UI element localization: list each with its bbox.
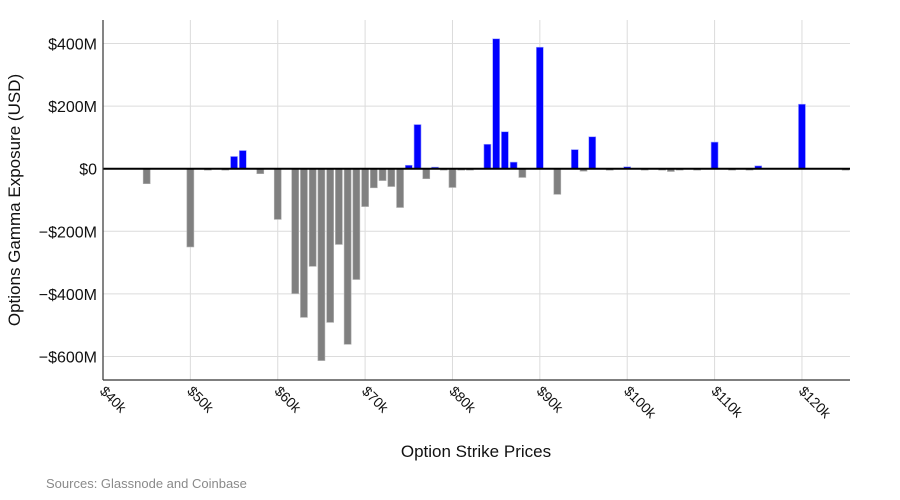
y-axis-title: Options Gamma Exposure (USD)	[5, 74, 24, 326]
positive-bar	[798, 103, 806, 169]
y-tick-label: $200M	[48, 99, 97, 116]
y-tick-label: −$200M	[39, 224, 97, 241]
positive-bar	[413, 124, 422, 169]
positive-bar	[483, 143, 492, 169]
x-tick-label: $50k	[184, 383, 217, 416]
positive-bar	[570, 149, 579, 169]
tick-labels: $40k $50k $60k $70k $80k $90k $100k $110k $120k $…	[39, 36, 835, 421]
x-tick-label: $110k	[708, 383, 746, 421]
x-tick-label: $40k	[97, 383, 130, 416]
y-tick-label: $400M	[48, 36, 97, 53]
bars	[142, 38, 850, 361]
positive-bar	[710, 141, 719, 169]
sources-note: Sources: Glassnode and Coinbase	[46, 476, 247, 491]
positive-bar	[230, 156, 238, 169]
negative-bar	[335, 168, 343, 245]
negative-bar	[352, 168, 361, 280]
positive-bar	[501, 131, 509, 169]
y-tick-label: −$600M	[39, 350, 97, 367]
negative-bar	[186, 168, 195, 248]
negative-bar	[378, 168, 387, 181]
x-tick-label: $60k	[272, 383, 305, 416]
negative-bar	[291, 168, 300, 294]
positive-bar	[492, 38, 500, 169]
y-tick-label: −$400M	[39, 287, 97, 304]
x-tick-label: $90k	[534, 383, 567, 416]
negative-bar	[361, 168, 369, 207]
x-axis-title: Option Strike Prices	[401, 442, 551, 461]
negative-bar	[553, 168, 562, 195]
x-tick-label: $70k	[359, 383, 392, 416]
x-tick-label: $100k	[621, 383, 660, 422]
negative-bar	[273, 168, 282, 220]
negative-bar	[422, 168, 431, 180]
y-tick-label: $0	[79, 162, 97, 179]
x-tick-label: $120k	[796, 383, 835, 422]
positive-bar	[238, 150, 247, 169]
positive-bar	[536, 46, 544, 169]
negative-bar	[448, 168, 457, 188]
axes	[102, 20, 850, 381]
negative-bar	[518, 168, 527, 178]
negative-bar	[326, 168, 334, 323]
negative-bar	[387, 168, 396, 187]
negative-bar	[300, 168, 308, 318]
negative-bar	[317, 168, 326, 361]
negative-bar	[308, 168, 317, 267]
negative-bar	[142, 168, 151, 185]
positive-bar	[588, 136, 597, 169]
gridlines	[102, 20, 850, 380]
negative-bar	[396, 168, 404, 208]
x-tick-label: $80k	[446, 383, 479, 416]
negative-bar	[370, 168, 378, 189]
negative-bar	[343, 168, 352, 345]
